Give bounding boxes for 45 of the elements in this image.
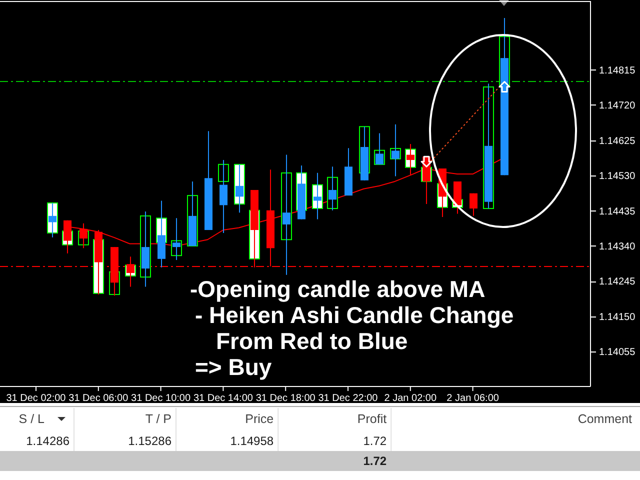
- category-label: Comment: [578, 412, 633, 426]
- category-label: Profit: [357, 412, 388, 426]
- category-label: T / P: [145, 412, 172, 426]
- y-tick-label: 1.14150: [599, 312, 636, 323]
- annotation: -Opening candle above MA: [190, 276, 486, 302]
- x-tick-label: 31 Dec 02:00: [6, 393, 66, 404]
- candlestick: [172, 218, 180, 261]
- text: 1.72: [363, 434, 387, 448]
- x-tick-label: 2 Jan 02:00: [384, 393, 437, 404]
- text: 1.14286: [26, 434, 70, 448]
- x-tick-label: 31 Dec 14:00: [193, 393, 254, 404]
- text: 1.14958: [230, 434, 274, 448]
- text: 1.15286: [128, 434, 172, 448]
- candlestick: [236, 164, 244, 214]
- annotation: => Buy: [195, 354, 272, 380]
- y-tick-label: 1.14245: [599, 276, 636, 288]
- candlestick: [158, 200, 166, 268]
- annotation: From Red to Blue: [216, 328, 408, 354]
- candlestick: [220, 159, 228, 234]
- candlestick: [314, 172, 322, 220]
- x-tick-label: 31 Dec 22:00: [318, 393, 378, 404]
- x-tick-label: 31 Dec 18:00: [256, 393, 316, 404]
- candlestick: [142, 210, 150, 288]
- y-tick-label: 1.14055: [599, 347, 636, 358]
- candlestick: [392, 124, 400, 177]
- x-tick-label: 2 Jan 06:00: [446, 393, 500, 404]
- y-tick-label: 1.14340: [599, 242, 636, 253]
- y-tick-label: 1.14625: [599, 136, 636, 147]
- x-tick-label: 31 Dec 10:00: [131, 393, 191, 404]
- candlestick: [454, 180, 462, 214]
- candlestick: [48, 202, 56, 238]
- bar: [218, 164, 229, 182]
- candlestick: [328, 166, 336, 211]
- text: 1.72: [363, 454, 387, 468]
- annotation: - Heiken Ashi Candle Change: [195, 302, 514, 328]
- category-label: Price: [245, 412, 274, 426]
- y-tick-label: 1.14530: [599, 171, 636, 182]
- x-tick-label: 31 Dec 06:00: [68, 393, 129, 404]
- candlestick: [282, 154, 290, 276]
- candlestick: [376, 132, 384, 165]
- candlestick: [470, 192, 478, 216]
- category-label: S / L: [18, 412, 45, 426]
- y-tick-label: 1.14815: [599, 65, 636, 76]
- y-tick-label: 1.14435: [599, 206, 636, 218]
- y-tick-label: 1.14720: [599, 100, 636, 112]
